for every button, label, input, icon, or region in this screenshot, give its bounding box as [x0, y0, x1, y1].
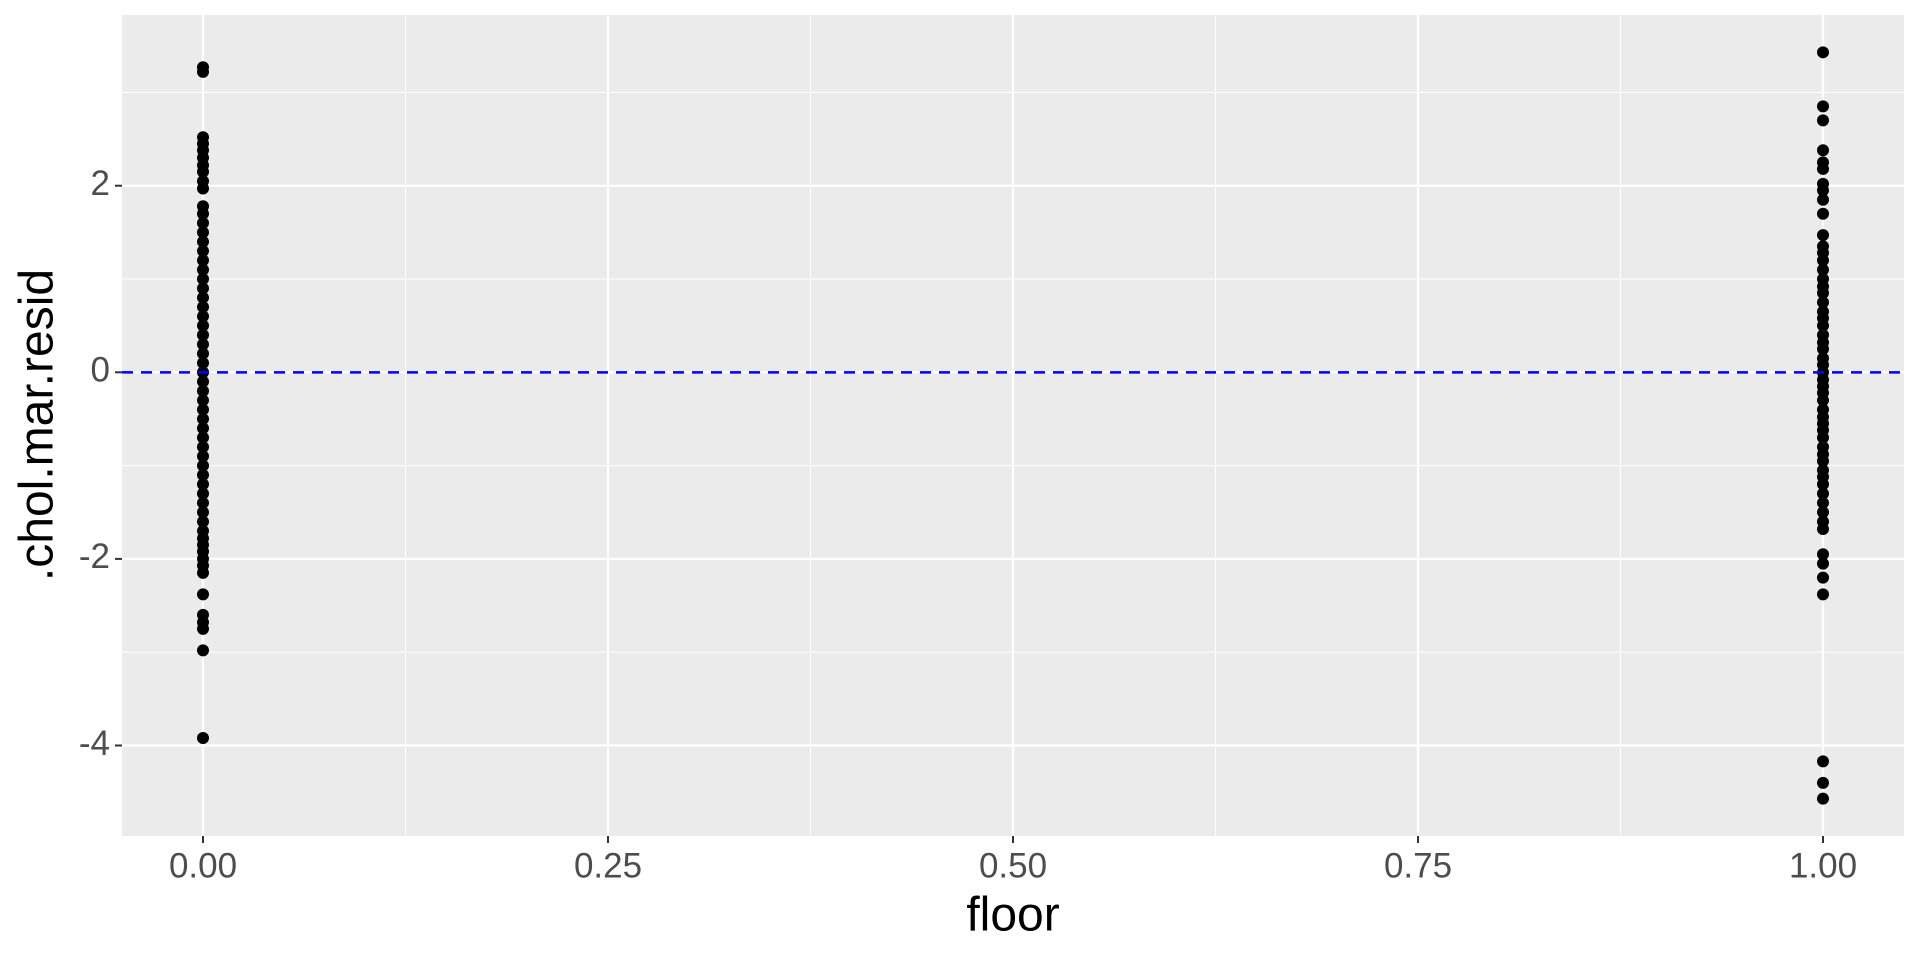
- point: [197, 588, 209, 601]
- y-tick-label: -4: [79, 724, 110, 763]
- point: [1817, 776, 1829, 789]
- point: [197, 65, 209, 78]
- point: [1817, 162, 1829, 175]
- point: [197, 412, 209, 425]
- point: [197, 487, 209, 500]
- x-tick-label: 0.50: [979, 846, 1047, 885]
- point: [197, 375, 209, 388]
- point: [197, 319, 209, 332]
- point: [197, 338, 209, 351]
- point: [1817, 506, 1829, 519]
- point: [197, 165, 209, 178]
- point: [197, 282, 209, 295]
- point: [197, 506, 209, 519]
- point: [1817, 478, 1829, 491]
- point: [197, 440, 209, 453]
- point: [1817, 263, 1829, 276]
- point: [1817, 342, 1829, 355]
- x-tick-label: 0.00: [169, 846, 237, 885]
- point: [1817, 588, 1829, 601]
- point: [197, 394, 209, 407]
- point: [1817, 114, 1829, 127]
- point: [1817, 394, 1829, 407]
- point: [197, 403, 209, 416]
- point: [197, 478, 209, 491]
- point: [197, 431, 209, 444]
- point: [197, 217, 209, 230]
- point: [197, 468, 209, 481]
- point: [197, 356, 209, 369]
- point: [1817, 296, 1829, 309]
- point: [197, 245, 209, 258]
- point: [197, 235, 209, 248]
- point: [1817, 792, 1829, 805]
- point: [197, 291, 209, 304]
- point: [197, 732, 209, 745]
- point: [1817, 755, 1829, 768]
- point: [1817, 193, 1829, 206]
- x-tick-label: 1.00: [1789, 846, 1857, 885]
- point: [197, 263, 209, 276]
- point: [197, 515, 209, 528]
- point: [197, 459, 209, 472]
- point: [1817, 431, 1829, 444]
- point: [197, 347, 209, 360]
- point: [1817, 496, 1829, 509]
- point: [197, 644, 209, 657]
- point: [1817, 46, 1829, 59]
- point: [197, 496, 209, 509]
- x-axis-title: floor: [966, 889, 1059, 942]
- point: [1817, 454, 1829, 467]
- point: [1817, 548, 1829, 561]
- point: [1817, 319, 1829, 332]
- point: [197, 566, 209, 579]
- point: [197, 182, 209, 195]
- point: [1817, 144, 1829, 157]
- point: [197, 207, 209, 220]
- y-axis-title: .chol.mar.resid: [11, 269, 64, 581]
- point: [197, 329, 209, 342]
- point: [197, 384, 209, 397]
- point: [1817, 207, 1829, 220]
- point: [197, 226, 209, 239]
- y-tick-label: -2: [79, 537, 110, 576]
- point: [1817, 184, 1829, 197]
- y-tick-label: 2: [91, 164, 110, 203]
- point: [1817, 557, 1829, 570]
- point: [1817, 254, 1829, 267]
- point: [197, 254, 209, 267]
- x-tick-label: 0.75: [1384, 846, 1452, 885]
- x-tick-label: 0.25: [574, 846, 642, 885]
- point: [1817, 571, 1829, 584]
- point: [1817, 229, 1829, 242]
- point: [1817, 487, 1829, 500]
- point: [197, 301, 209, 314]
- point: [1817, 100, 1829, 113]
- point: [197, 310, 209, 323]
- point: [197, 622, 209, 635]
- point: [1817, 287, 1829, 300]
- point: [1817, 523, 1829, 536]
- point: [197, 273, 209, 286]
- point: [197, 422, 209, 435]
- y-tick-label: 0: [91, 351, 110, 390]
- point: [197, 450, 209, 463]
